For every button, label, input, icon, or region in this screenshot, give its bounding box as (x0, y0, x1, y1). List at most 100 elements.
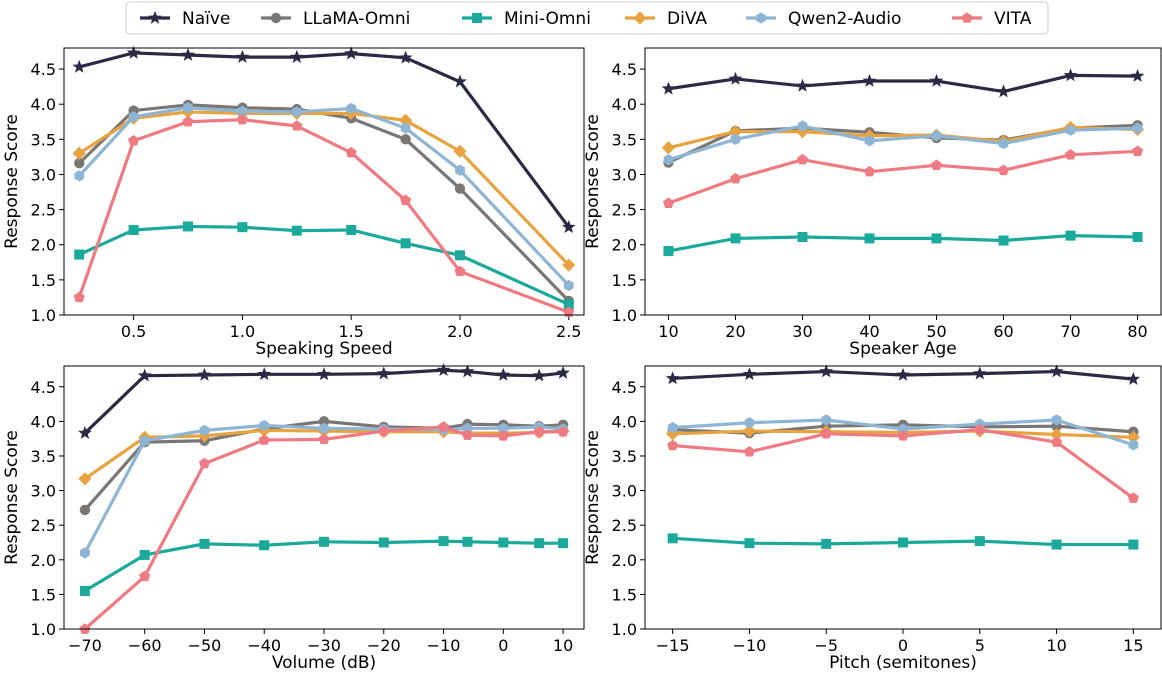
y-tick-label: 4.0 (31, 95, 56, 114)
data-point-mini-omni (498, 537, 508, 547)
legend-label-qwen2-audio: Qwen2-Audio (788, 9, 901, 29)
data-point-mini-omni (999, 236, 1009, 246)
chart-pitch: 1.01.52.02.53.03.54.04.5−15 −10 −5 0 5 10 15Pi… (583, 364, 1161, 673)
data-point-mini-omni (401, 238, 411, 248)
x-tick-label: 15 (1123, 636, 1143, 655)
data-point-vita (998, 164, 1009, 174)
data-point-mini-omni (74, 250, 84, 260)
data-point-naive (72, 60, 86, 73)
y-axis-label: Response Score (2, 430, 22, 565)
data-point-vita (438, 421, 449, 431)
data-point-naive (257, 367, 271, 380)
x-tick-label: 10 (658, 322, 678, 341)
series-line-mini-omni (79, 226, 569, 304)
y-axis-label: Response Score (583, 430, 603, 565)
data-point-mini-omni (455, 250, 465, 260)
legend-label-llama-omni: LLaMA-Omni (303, 9, 410, 29)
x-tick-label: 0 (498, 636, 508, 655)
x-tick-label: −10 (733, 636, 767, 655)
data-point-mini-omni (439, 536, 449, 546)
data-point-mini-omni (663, 246, 673, 256)
data-point-vita (667, 440, 678, 450)
series-qwen2-audio (74, 102, 573, 291)
data-point-mini-omni (744, 538, 754, 548)
data-point-qwen2-audio (1129, 439, 1139, 450)
data-point-mini-omni (129, 225, 139, 235)
data-point-mini-omni (183, 221, 193, 231)
series-line-vita (85, 427, 563, 629)
series-line-qwen2-audio (85, 426, 563, 553)
legend-marker-mini-omni (472, 13, 482, 23)
plot-frame (645, 366, 1161, 629)
data-point-mini-omni (932, 233, 942, 243)
data-point-mini-omni (534, 538, 544, 548)
data-point-vita (318, 434, 329, 445)
data-point-mini-omni (199, 539, 209, 549)
data-point-vita (663, 197, 674, 207)
x-tick-label: 0.5 (121, 322, 146, 341)
data-point-vita (1051, 436, 1062, 446)
y-tick-label: 2.0 (612, 236, 637, 255)
x-axis-label: Speaking Speed (255, 339, 392, 359)
data-point-naive (556, 366, 570, 379)
data-point-mini-omni (1128, 540, 1138, 550)
series-llama-omni (74, 100, 574, 306)
chart-volume: 1.0 1.5 2.0 2.5 3.0 3.5 4.0 4.5 −70 −60 −50 −40 −30 −… (2, 363, 584, 673)
y-tick-label: 4.5 (612, 378, 637, 397)
x-tick-label: −50 (188, 636, 222, 655)
data-point-mini-omni (319, 537, 329, 547)
y-tick-label: 3.0 (31, 482, 56, 501)
data-point-naive (863, 74, 877, 87)
data-point-mini-omni (797, 232, 807, 242)
series-vita (74, 114, 575, 317)
data-point-naive (198, 368, 212, 381)
chart-speaking-speed: 1.01.52.02.53.03.54.04.50.5 1.0 1.5 2.0 2.5S… (2, 46, 584, 359)
data-point-naive (930, 74, 944, 87)
data-point-naive (662, 82, 676, 95)
data-point-vita (730, 173, 741, 183)
y-tick-label: 2.0 (612, 551, 637, 570)
y-tick-label: 1.0 (31, 620, 56, 639)
data-point-mini-omni (346, 225, 356, 235)
data-point-mini-omni (864, 233, 874, 243)
data-point-llama-omni (80, 505, 90, 515)
series-naive (666, 364, 1140, 385)
data-point-naive (377, 366, 391, 379)
chart-speaker-age: 1.01.52.02.53.03.54.04.510 20 30 40 50 60 70 80… (583, 48, 1161, 359)
y-tick-label: 2.0 (31, 236, 56, 255)
data-point-naive (496, 368, 510, 381)
y-tick-label: 4.5 (612, 60, 637, 79)
y-tick-label: 3.5 (31, 130, 56, 149)
data-point-naive (997, 84, 1011, 97)
data-point-naive (437, 363, 451, 376)
y-tick-label: 1.5 (31, 585, 56, 604)
data-point-mini-omni (462, 537, 472, 547)
data-point-naive (181, 48, 195, 61)
data-point-llama-omni (455, 183, 465, 193)
x-axis-label: Speaker Age (849, 339, 956, 359)
data-point-naive (1127, 372, 1141, 385)
series-vita (79, 421, 568, 634)
y-tick-label: 4.0 (31, 412, 56, 431)
data-point-naive (399, 51, 413, 64)
data-point-naive (290, 50, 304, 63)
x-tick-label: 10 (1046, 636, 1066, 655)
data-point-mini-omni (259, 540, 269, 550)
series-mini-omni (74, 221, 574, 309)
series-vita (663, 145, 1143, 207)
legend-label-naive: Naïve (182, 9, 230, 29)
y-tick-label: 2.5 (31, 516, 56, 535)
y-tick-label: 2.0 (31, 551, 56, 570)
data-point-vita (74, 292, 85, 303)
y-tick-label: 4.0 (612, 95, 637, 114)
x-tick-label: 70 (1060, 322, 1080, 341)
x-tick-label: 20 (725, 322, 745, 341)
y-tick-label: 2.5 (612, 516, 637, 535)
data-point-vita (931, 160, 942, 170)
data-point-qwen2-audio (731, 134, 741, 145)
legend-marker-llama-omni (271, 13, 281, 23)
legend-label-vita: VITA (994, 9, 1032, 29)
plot-frame (645, 48, 1161, 315)
legend: Naïve LLaMA-Omni Mini-Omni DiVA Qwen2-Audio V… (126, 2, 1048, 34)
